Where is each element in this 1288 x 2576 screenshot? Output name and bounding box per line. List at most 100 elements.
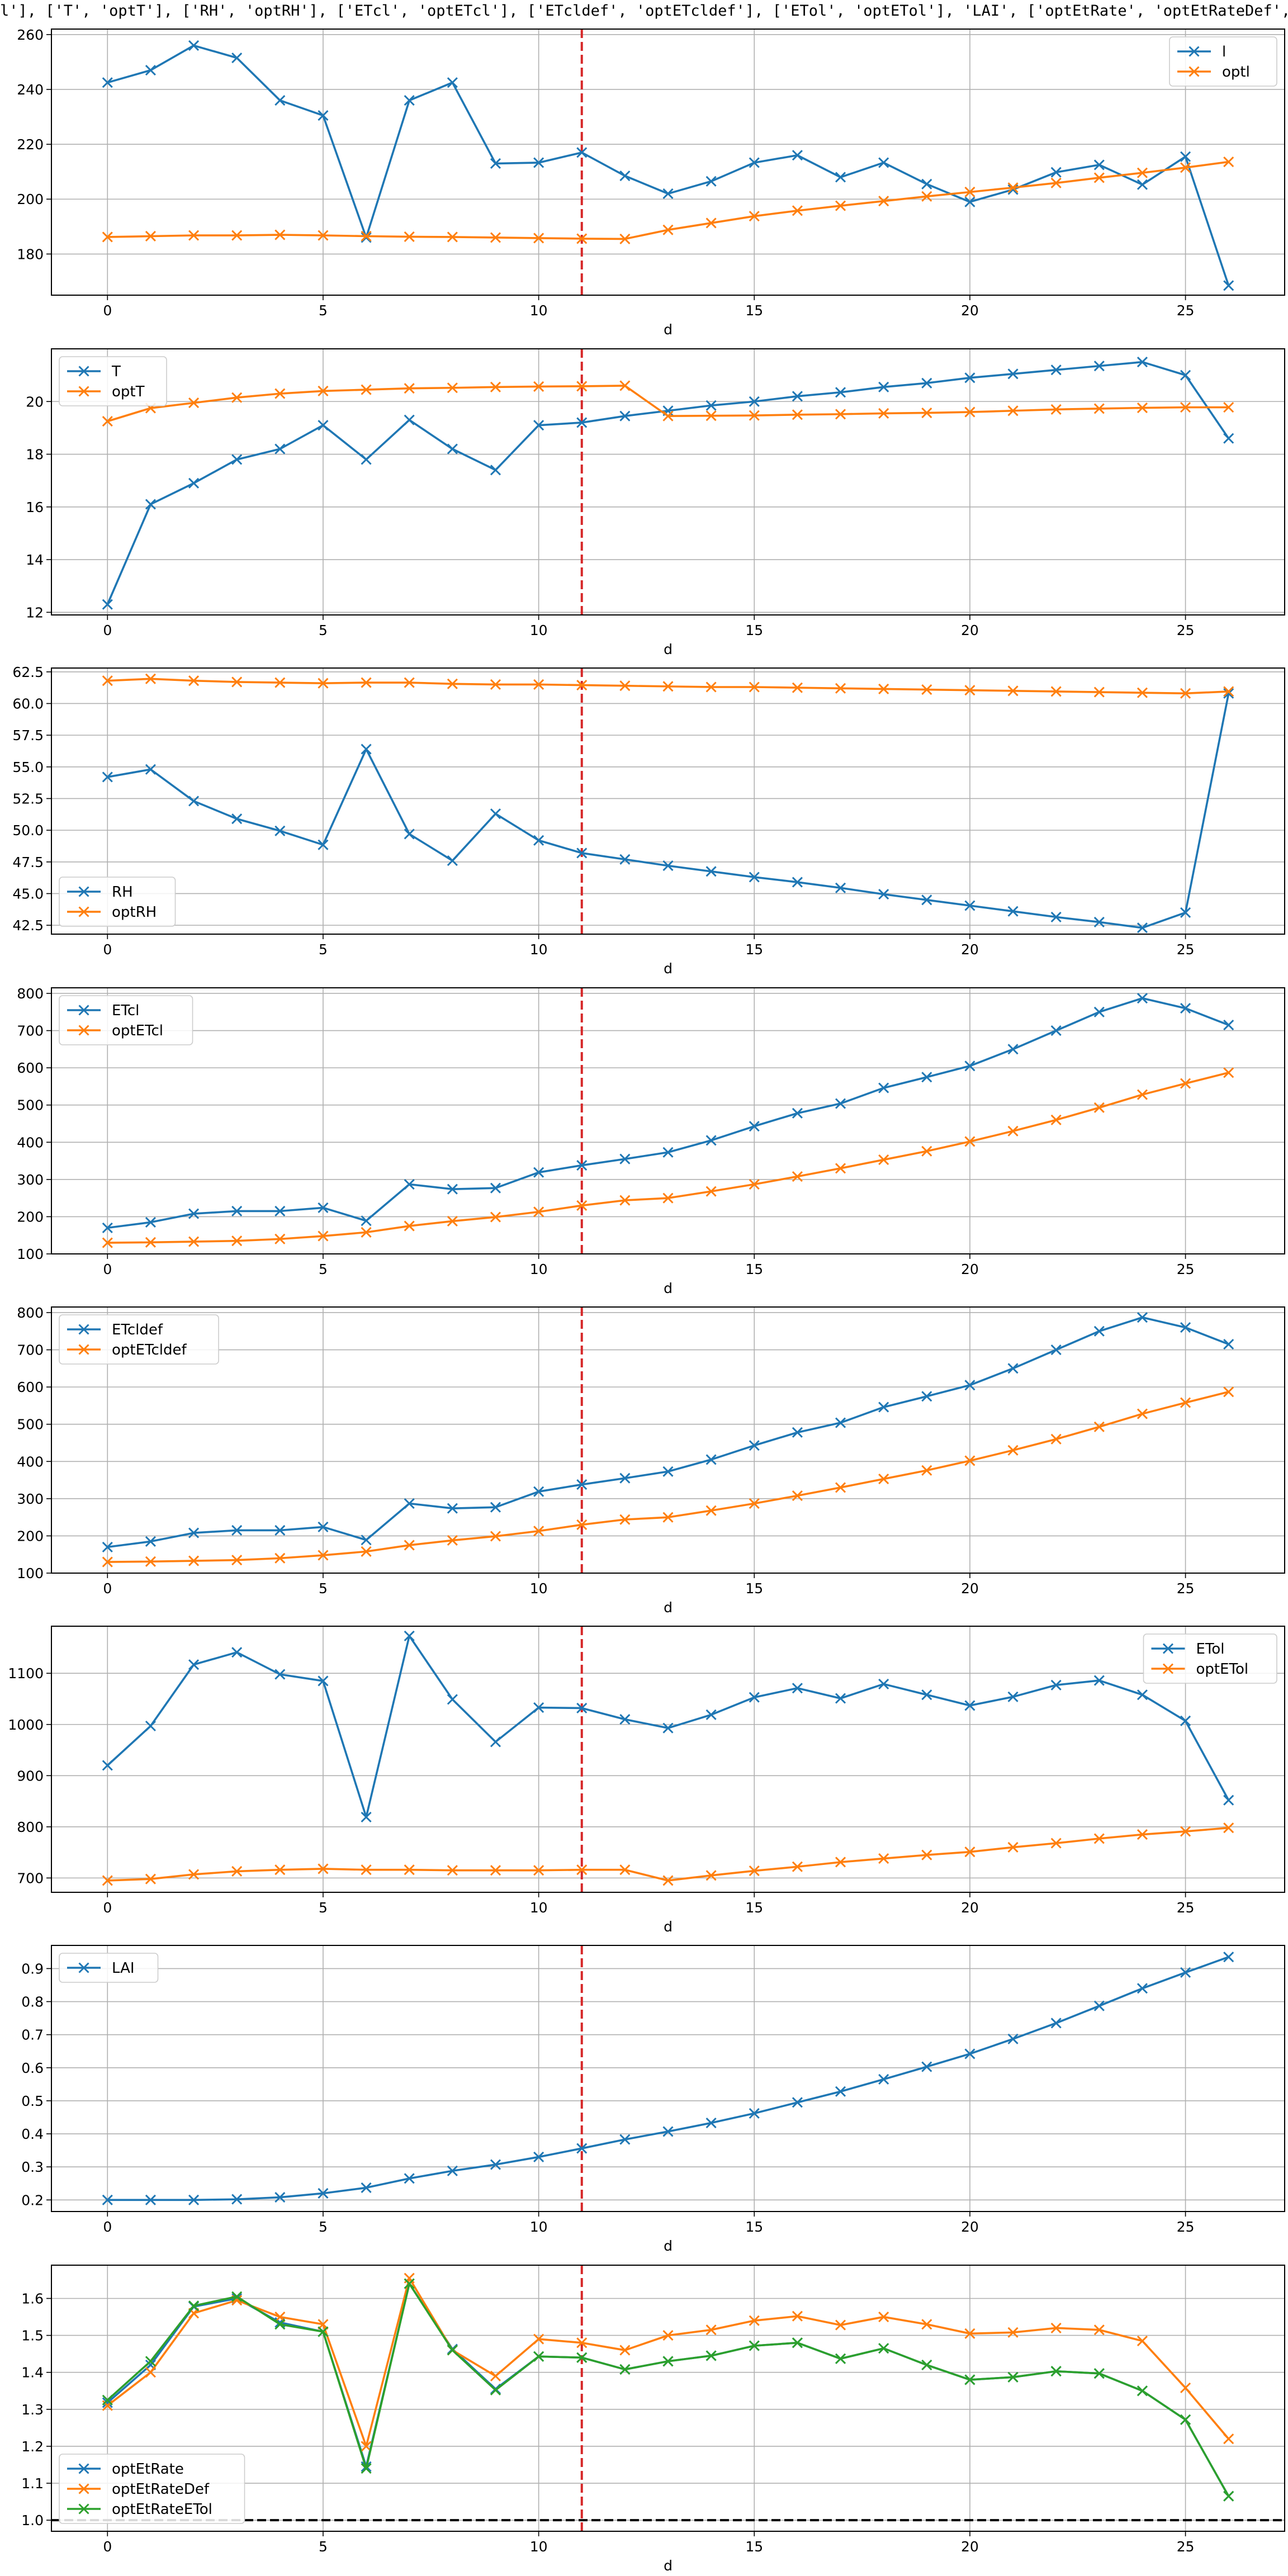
data-point-marker [361, 384, 372, 395]
x-tick-label: 10 [530, 1580, 548, 1597]
data-point-marker [533, 1167, 544, 1178]
legend-label: optT [112, 383, 145, 400]
y-tick-label: 14 [26, 552, 44, 568]
data-point-marker [619, 2364, 631, 2375]
data-point-marker [1223, 433, 1234, 444]
data-point-marker [231, 392, 243, 403]
legend-label: RH [112, 884, 133, 901]
legend-label: LAI [112, 1960, 135, 1977]
data-point-marker [749, 1440, 760, 1451]
data-point-marker [533, 1865, 544, 1876]
y-tick-label: 52.5 [12, 790, 44, 807]
data-point-marker [878, 683, 889, 694]
legend-label: optEtRateDef [112, 2481, 210, 2498]
data-point-marker [619, 1864, 631, 1876]
legend-swatch-marker [78, 2503, 89, 2515]
data-point-marker [1050, 1679, 1062, 1690]
data-point-marker [1093, 1325, 1105, 1337]
data-point-marker [533, 2351, 544, 2362]
x-tick-label: 0 [103, 2219, 112, 2235]
data-point-marker [404, 677, 415, 688]
y-tick-label: 800 [17, 986, 44, 1002]
data-point-marker [1093, 686, 1105, 698]
data-point-marker [274, 388, 286, 399]
data-point-marker [835, 1693, 846, 1704]
chart-panel-5: 0 5 10 15 20 25 100 200 300 400 500 600 700 800 d ETcld… [17, 1305, 1285, 1616]
x-axis-label: d [664, 1280, 673, 1296]
x-tick-label: 5 [319, 1261, 328, 1277]
data-point-marker [662, 410, 674, 422]
data-point-marker [792, 1490, 803, 1502]
data-point-marker [921, 2359, 932, 2371]
data-point-marker [1223, 1794, 1234, 1806]
data-point-marker [447, 855, 458, 866]
data-point-marker [231, 1555, 243, 1566]
data-point-marker [490, 232, 501, 243]
data-point-marker [1180, 2414, 1191, 2425]
x-tick-label: 0 [103, 941, 112, 958]
data-point-marker [231, 230, 243, 241]
data-point-marker [619, 1153, 631, 1164]
data-point-marker [1007, 1445, 1019, 1456]
y-tick-label: 50.0 [12, 822, 44, 839]
x-tick-label: 20 [961, 1580, 979, 1597]
data-point-marker [490, 2370, 501, 2381]
data-point-marker [1093, 159, 1105, 171]
data-point-marker [145, 2356, 156, 2367]
data-point-marker [964, 1700, 976, 1711]
data-point-marker [102, 1237, 113, 1248]
data-point-marker [490, 381, 501, 392]
x-tick-label: 10 [530, 2539, 548, 2555]
data-point-marker [1093, 2324, 1105, 2336]
data-point-marker [490, 465, 501, 476]
data-point-marker [231, 1865, 243, 1877]
data-point-marker [533, 679, 544, 690]
legend-box [59, 995, 193, 1045]
series-line-ETol [107, 1635, 1230, 1819]
data-point-marker [964, 2374, 976, 2385]
x-tick-label: 15 [745, 1261, 763, 1277]
data-point-marker [102, 675, 113, 686]
data-point-marker [361, 1546, 372, 1557]
data-point-marker [533, 420, 544, 431]
x-tick-label: 25 [1177, 1261, 1195, 1277]
y-tick-label: 0.9 [21, 1961, 44, 1977]
data-point-marker [447, 1694, 458, 1705]
data-point-marker [533, 1702, 544, 1713]
data-point-marker [964, 186, 976, 198]
data-point-marker [835, 172, 846, 183]
data-point-marker [662, 681, 674, 692]
data-point-marker [1180, 1397, 1191, 1408]
data-point-marker [619, 1472, 631, 1484]
data-point-marker [749, 157, 760, 168]
data-point-marker [576, 2337, 588, 2348]
data-point-marker [576, 1159, 588, 1171]
y-tick-label: 47.5 [12, 854, 44, 870]
data-point-marker [1180, 1003, 1191, 1014]
data-point-marker [145, 499, 156, 510]
data-point-marker [576, 1702, 588, 1714]
data-point-marker [921, 1072, 932, 1083]
data-point-marker [878, 381, 889, 392]
axes-frame [51, 2265, 1285, 2532]
data-point-marker [447, 2165, 458, 2176]
data-point-marker [1050, 686, 1062, 697]
y-tick-label: 0.5 [21, 2093, 44, 2109]
data-point-marker [102, 1541, 113, 1552]
y-tick-label: 0.4 [21, 2126, 44, 2142]
series-line-l [107, 44, 1230, 286]
y-tick-label: 0.7 [21, 2027, 44, 2043]
data-point-marker [1180, 151, 1191, 162]
data-point-marker [274, 1205, 286, 1217]
data-point-marker [274, 1524, 286, 1536]
data-point-marker [1050, 177, 1062, 188]
x-tick-label: 15 [745, 1900, 763, 1916]
data-point-marker [1137, 922, 1148, 934]
data-point-marker [188, 1555, 200, 1566]
y-tick-label: 1000 [8, 1717, 44, 1733]
data-point-marker [447, 231, 458, 243]
legend-swatch-marker [78, 386, 89, 397]
data-point-marker [619, 2345, 631, 2356]
data-point-marker [361, 2182, 372, 2193]
data-point-marker [1137, 179, 1148, 190]
